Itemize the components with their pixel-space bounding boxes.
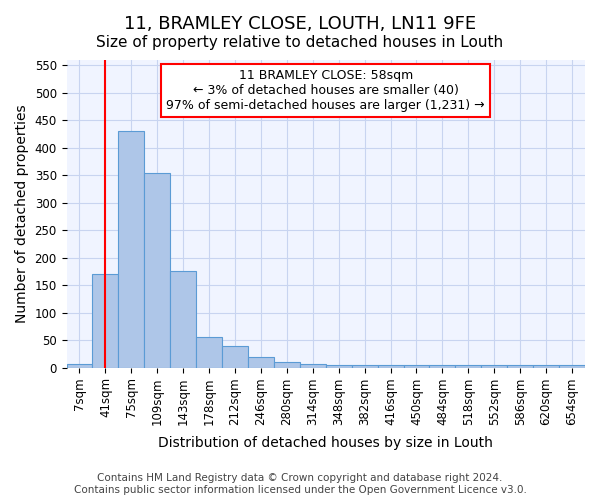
- Bar: [352, 365, 377, 368]
- Bar: [326, 365, 352, 368]
- Y-axis label: Number of detached properties: Number of detached properties: [15, 104, 29, 323]
- Bar: [507, 365, 533, 368]
- Bar: [144, 172, 170, 368]
- Bar: [170, 272, 196, 368]
- Text: Size of property relative to detached houses in Louth: Size of property relative to detached ho…: [97, 35, 503, 50]
- Bar: [481, 365, 507, 368]
- Bar: [559, 365, 585, 368]
- X-axis label: Distribution of detached houses by size in Louth: Distribution of detached houses by size …: [158, 436, 493, 450]
- Bar: [430, 365, 455, 368]
- Bar: [248, 356, 274, 368]
- Bar: [196, 338, 222, 368]
- Text: 11 BRAMLEY CLOSE: 58sqm
← 3% of detached houses are smaller (40)
97% of semi-det: 11 BRAMLEY CLOSE: 58sqm ← 3% of detached…: [166, 69, 485, 112]
- Text: Contains HM Land Registry data © Crown copyright and database right 2024.
Contai: Contains HM Land Registry data © Crown c…: [74, 474, 526, 495]
- Bar: [377, 365, 404, 368]
- Bar: [222, 346, 248, 368]
- Bar: [67, 364, 92, 368]
- Bar: [533, 365, 559, 368]
- Bar: [92, 274, 118, 368]
- Bar: [455, 365, 481, 368]
- Bar: [300, 364, 326, 368]
- Bar: [404, 365, 430, 368]
- Text: 11, BRAMLEY CLOSE, LOUTH, LN11 9FE: 11, BRAMLEY CLOSE, LOUTH, LN11 9FE: [124, 15, 476, 33]
- Bar: [274, 362, 300, 368]
- Bar: [118, 132, 144, 368]
